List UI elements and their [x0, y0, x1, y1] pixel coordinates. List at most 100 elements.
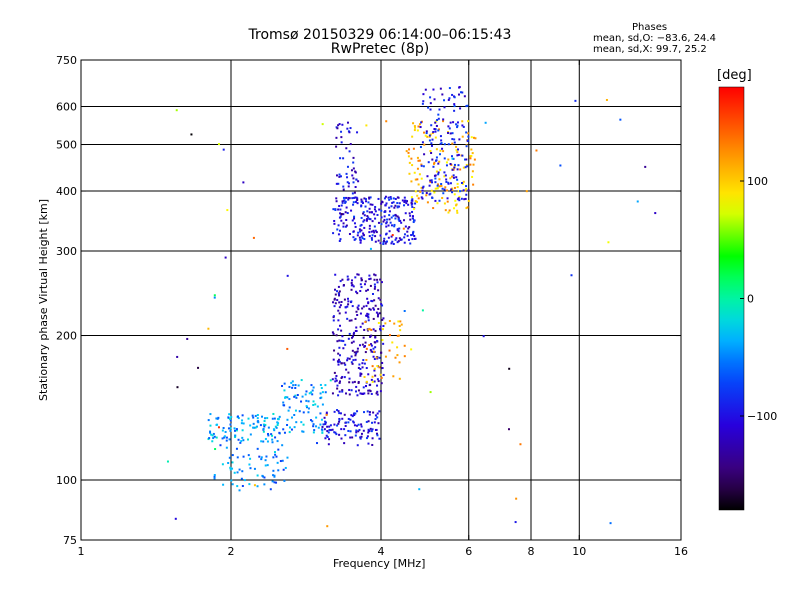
data-point [435, 148, 438, 151]
data-point [213, 294, 216, 297]
data-point [461, 120, 464, 123]
data-point [337, 358, 340, 361]
data-point [467, 189, 470, 192]
data-point [367, 328, 370, 331]
data-point [333, 305, 336, 308]
data-point [459, 107, 462, 110]
data-point [444, 174, 447, 177]
data-point [288, 431, 291, 434]
data-point [449, 163, 452, 166]
data-point [313, 429, 316, 432]
data-point [390, 235, 393, 238]
data-point [367, 420, 370, 423]
data-point [271, 438, 274, 441]
data-point [388, 218, 391, 221]
data-point [342, 347, 345, 350]
data-point [176, 386, 179, 389]
data-point [445, 178, 448, 181]
data-point [260, 458, 263, 461]
data-point [352, 181, 355, 184]
data-point [377, 197, 380, 200]
data-point [332, 358, 335, 361]
data-point [346, 176, 349, 179]
data-point [281, 384, 284, 387]
data-point [346, 357, 349, 360]
data-point [248, 483, 251, 486]
data-point [421, 309, 424, 312]
data-point [382, 317, 385, 320]
data-point [347, 421, 350, 424]
data-point [453, 109, 456, 112]
data-point [369, 277, 372, 280]
data-point [323, 428, 326, 431]
data-point [367, 428, 370, 431]
data-point [429, 108, 432, 111]
stats-title: Phases [632, 22, 668, 33]
data-point [317, 426, 320, 429]
data-point [335, 334, 338, 337]
data-point [370, 430, 373, 433]
data-point [340, 428, 343, 431]
data-point [287, 409, 290, 412]
data-point [447, 131, 450, 134]
data-point [350, 341, 353, 344]
data-point [369, 383, 372, 386]
data-point [229, 427, 232, 430]
data-point [421, 141, 424, 144]
data-point [347, 337, 350, 340]
data-point [221, 437, 224, 440]
data-point [241, 470, 244, 473]
data-point [174, 517, 177, 520]
data-point [349, 430, 352, 433]
data-point [345, 392, 348, 395]
data-point [347, 198, 350, 201]
data-point [375, 392, 378, 395]
data-point [348, 131, 351, 134]
data-point [190, 133, 193, 136]
data-point [450, 188, 453, 191]
data-point [357, 180, 360, 183]
data-point [368, 411, 371, 414]
data-point [227, 462, 230, 465]
data-point [241, 436, 244, 439]
data-point [442, 118, 445, 121]
data-point [264, 437, 267, 440]
data-point [377, 380, 380, 383]
data-point [215, 436, 218, 439]
data-point [408, 212, 411, 215]
data-point [336, 387, 339, 390]
data-point [410, 348, 413, 351]
data-point [405, 150, 408, 153]
data-point [207, 419, 210, 422]
data-point [379, 242, 382, 245]
data-point [386, 218, 389, 221]
data-point [333, 219, 336, 222]
data-point [316, 442, 319, 445]
data-point [338, 360, 341, 363]
data-point [371, 365, 374, 368]
data-point [368, 327, 371, 330]
data-point [370, 378, 373, 381]
data-point [340, 362, 343, 365]
data-point [394, 197, 397, 200]
data-point [508, 367, 511, 370]
data-point [293, 395, 296, 398]
data-point [334, 288, 337, 291]
data-point [345, 421, 348, 424]
x-tick-label: 6 [465, 545, 472, 558]
data-point [213, 296, 216, 299]
data-point [343, 362, 346, 365]
data-point [336, 424, 339, 427]
data-point [339, 238, 342, 241]
data-point [369, 335, 372, 338]
data-point [434, 177, 437, 180]
data-point [396, 334, 399, 337]
data-point [408, 226, 411, 229]
data-point [276, 418, 279, 421]
data-point [329, 429, 332, 432]
data-point [315, 416, 318, 419]
data-point [345, 206, 348, 209]
data-point [338, 301, 341, 304]
data-point [456, 121, 459, 124]
